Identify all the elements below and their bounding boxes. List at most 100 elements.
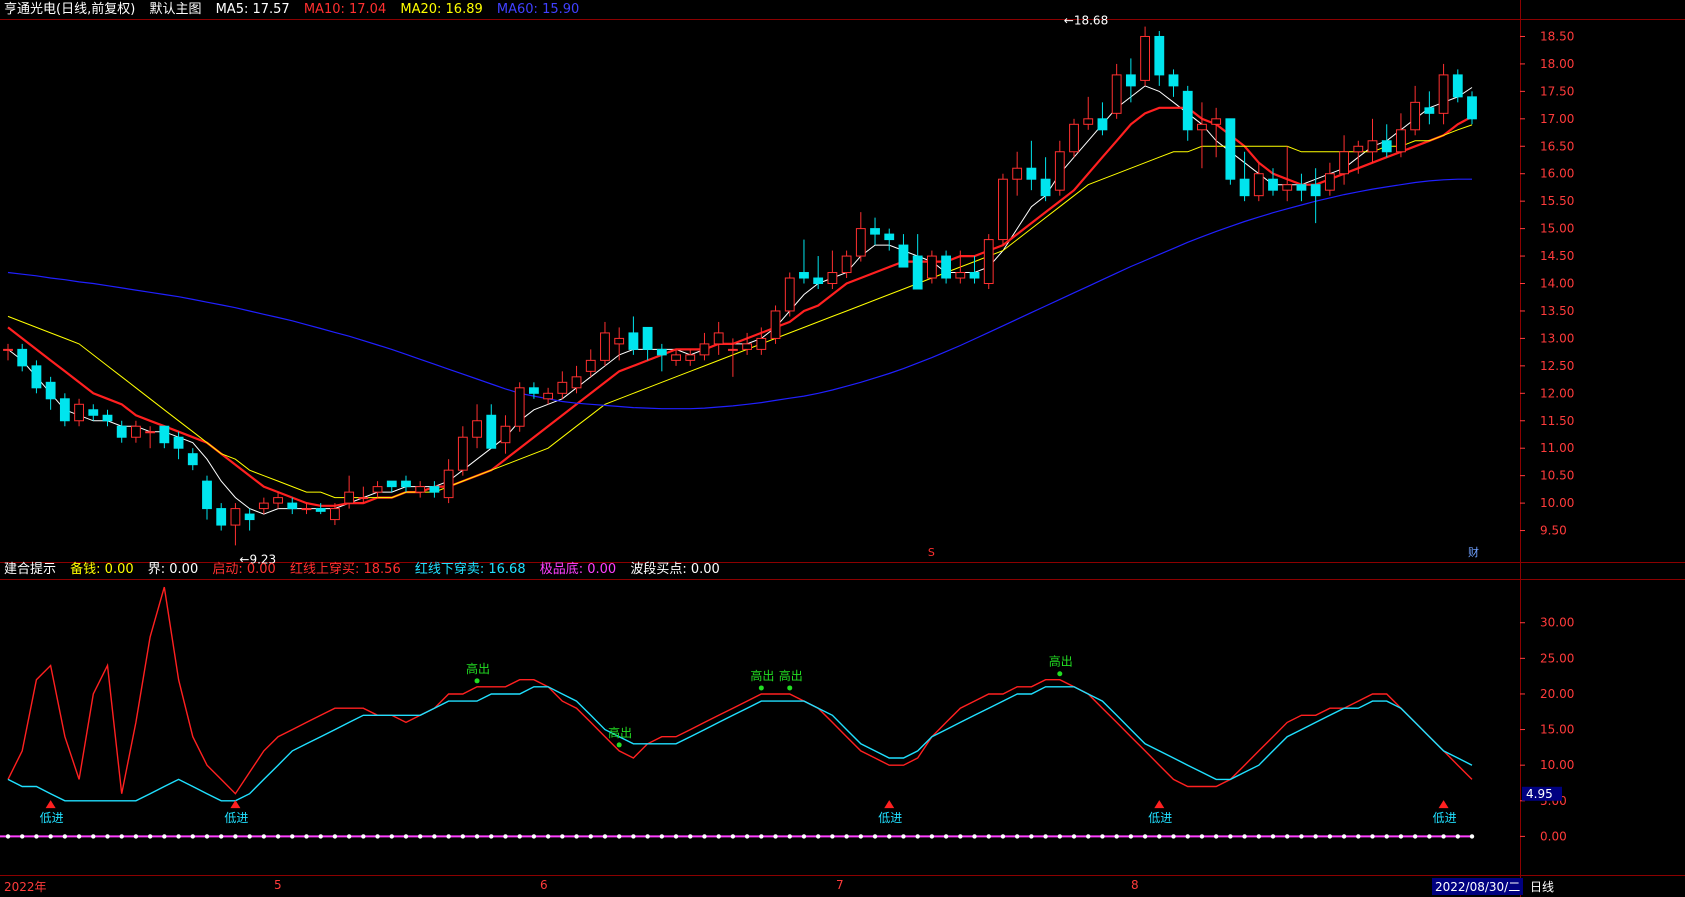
candle-body-51: [727, 348, 738, 351]
zero-dot-21: [304, 834, 309, 839]
zero-dot-45: [645, 834, 650, 839]
candle-4: [59, 393, 70, 427]
candle-42: [600, 321, 610, 366]
low-label-7: 低进: [878, 811, 902, 825]
ma10-line: [7, 106, 1473, 507]
zero-dot-81: [1157, 834, 1162, 839]
candle-13: [187, 448, 198, 471]
zero-dot-34: [489, 834, 494, 839]
candle-body-17: [244, 513, 255, 521]
candle-17: [244, 508, 255, 531]
candle-70: [998, 173, 1008, 246]
zero-dot-73: [1043, 834, 1048, 839]
candle-body-100: [1424, 107, 1435, 114]
zero-dot-53: [759, 834, 764, 839]
indicator-title[interactable]: 建合提示: [4, 562, 57, 577]
zero-dot-101: [1441, 834, 1446, 839]
zero-dot-27: [389, 834, 394, 839]
indicator-item-2: 启动: 0.00: [212, 562, 276, 577]
zero-dot-75: [1071, 834, 1077, 839]
stock-title[interactable]: 亨通光电: [4, 2, 57, 17]
candle-36: [514, 382, 525, 432]
candle-body-27: [386, 480, 397, 488]
candle-91: [1296, 173, 1307, 202]
candle-body-14: [202, 480, 212, 510]
price-tick-label-15: 17.00: [1540, 112, 1574, 126]
zero-dot-55: [787, 834, 792, 839]
candle-body-34: [486, 414, 497, 449]
candle-body-16: [230, 508, 241, 526]
ma-lines: [7, 85, 1473, 515]
zero-dot-18: [261, 834, 267, 839]
price-tick-label-8: 13.50: [1540, 304, 1574, 318]
candle-body-0: [3, 348, 13, 351]
candle-46: [656, 343, 667, 372]
zero-dot-91: [1299, 834, 1304, 839]
candle-body-86: [1225, 118, 1236, 180]
low-label-9: 低进: [1433, 811, 1457, 825]
zero-dot-44: [631, 834, 636, 839]
candle-39: [557, 371, 568, 399]
zero-dot-20: [290, 834, 295, 839]
candle-body-35: [500, 425, 511, 444]
indicator-item-1: 界: 0.00: [147, 562, 199, 577]
candle-body-87: [1239, 178, 1250, 197]
candle-body-92: [1310, 184, 1321, 197]
candle-body-19: [273, 497, 283, 504]
candle-body-42: [600, 332, 610, 361]
candle-66: [941, 250, 952, 284]
zero-dot-25: [361, 834, 366, 839]
candle-0: [3, 343, 13, 361]
ma5-line: [7, 85, 1473, 515]
candle-body-49: [699, 343, 710, 356]
candle-62: [884, 228, 895, 251]
candle-102: [1452, 69, 1463, 103]
zero-dot-59: [844, 834, 849, 839]
candle-99: [1410, 85, 1421, 136]
zero-dot-96: [1370, 834, 1375, 839]
candle-body-28: [401, 480, 411, 488]
zero-dot-82: [1171, 834, 1176, 839]
zero-dot-12: [176, 834, 181, 839]
candle-68: [969, 256, 980, 284]
high-label-2: 高出: [750, 668, 774, 683]
candle-body-7: [102, 414, 113, 422]
candle-body-24: [344, 491, 355, 504]
candle-43: [614, 327, 625, 361]
zero-dot-88: [1256, 834, 1261, 839]
zero-dot-47: [673, 834, 679, 839]
candle-14: [202, 475, 212, 520]
candle-body-21: [301, 508, 312, 511]
zero-dot-97: [1384, 834, 1389, 839]
candle-12: [173, 431, 184, 460]
price-annotation-0: ←18.68: [1064, 14, 1108, 28]
candle-body-31: [443, 469, 454, 499]
price-axis: 9.50 10.00 10.50 11.00 11.50 12.00 12.50 13.00 1…: [1520, 29, 1574, 843]
indicator-item-5: 极品底: 0.00: [539, 562, 617, 577]
candle-body-1: [17, 348, 28, 367]
zero-dot-0: [5, 834, 11, 839]
candle-34: [486, 404, 497, 449]
zero-dot-38: [545, 834, 551, 839]
period-label[interactable]: 日线: [1530, 880, 1555, 894]
candle-body-23: [330, 508, 340, 521]
ma10-value: MA10: 17.04: [303, 2, 387, 17]
candle-57: [813, 256, 824, 289]
sub-tick-label-4: 20.00: [1540, 687, 1574, 701]
chart-name[interactable]: 默认主图: [149, 2, 202, 17]
candle-15: [216, 503, 227, 531]
price-tick-label-0: 9.50: [1540, 524, 1567, 538]
candle-body-97: [1381, 140, 1392, 153]
candle-body-96: [1367, 140, 1378, 153]
candle-87: [1239, 151, 1250, 202]
candle-45: [642, 326, 653, 361]
candle-69: [983, 234, 994, 289]
price-tick-label-7: 13.00: [1540, 331, 1574, 345]
candlesticks[interactable]: [3, 26, 1477, 546]
candle-body-62: [884, 233, 895, 241]
candle-body-79: [1125, 74, 1136, 87]
indicator-line-0: [7, 586, 1473, 795]
candle-20: [287, 497, 298, 515]
candle-body-74: [1054, 151, 1065, 191]
